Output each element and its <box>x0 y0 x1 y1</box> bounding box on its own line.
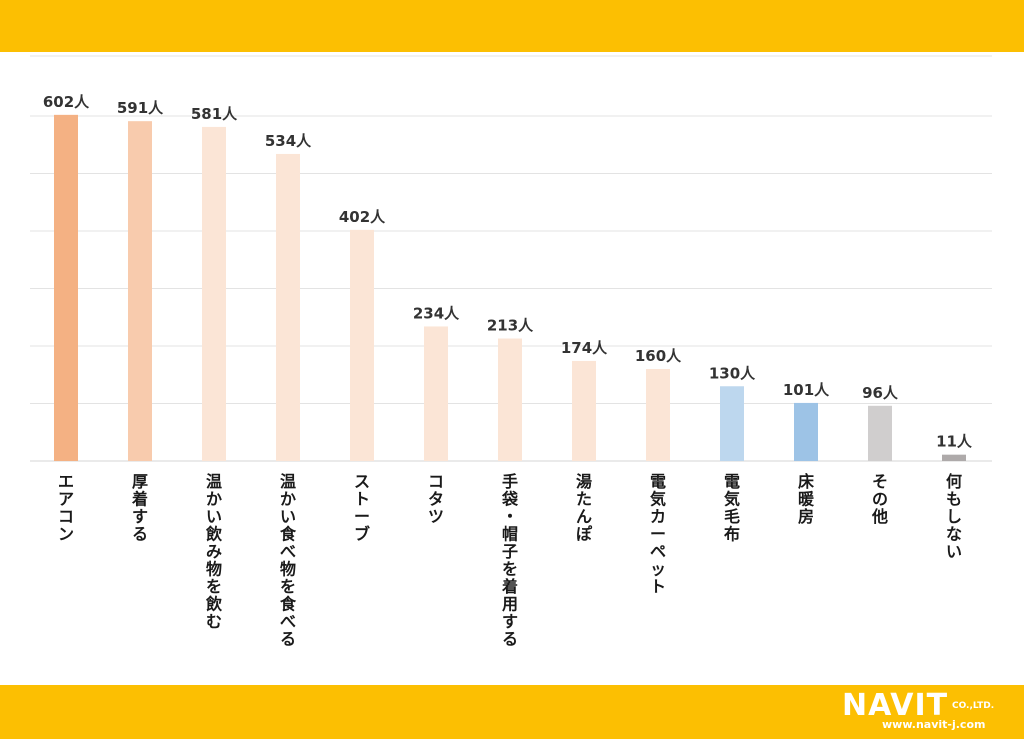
bar-13 <box>942 454 966 461</box>
bar-8 <box>572 360 596 461</box>
bar-1 <box>54 114 78 461</box>
bar-5 <box>350 229 374 461</box>
category-label-7: 手袋・帽子を着用する <box>501 472 519 649</box>
category-label-6: コタツ <box>428 472 444 526</box>
value-label-11: 101人 <box>783 381 830 399</box>
value-label-12: 96人 <box>862 384 899 402</box>
logo-name: NAVIT <box>842 688 949 723</box>
value-label-10: 130人 <box>709 364 756 382</box>
value-label-8: 174人 <box>561 339 608 357</box>
logo-url: www.navit-j.com <box>882 718 986 731</box>
bar-6 <box>424 326 448 461</box>
category-label-13: 何もしない <box>946 472 962 561</box>
category-label-5: ストーブ <box>354 472 370 544</box>
navit-logo: NAVIT CO.,LTD. www.navit-j.com <box>842 691 1014 733</box>
value-label-9: 160人 <box>635 347 682 365</box>
category-label-4: 温かい食べ物を食べる <box>279 472 297 649</box>
bar-7 <box>498 338 522 461</box>
bar-12 <box>868 405 892 461</box>
bar-2 <box>128 121 152 462</box>
value-label-6: 234人 <box>413 304 460 322</box>
value-label-2: 591人 <box>117 99 164 117</box>
value-label-13: 11人 <box>936 433 973 451</box>
value-label-3: 581人 <box>191 105 238 123</box>
category-label-9: 電気カーペット <box>650 472 666 596</box>
bar-4 <box>276 153 300 461</box>
category-label-10: 電気毛布 <box>724 472 740 544</box>
bar-9 <box>646 369 670 461</box>
value-label-5: 402人 <box>339 208 386 226</box>
bottom-band <box>0 685 1024 739</box>
category-label-1: エアコン <box>58 472 74 544</box>
logo-suffix: CO.,LTD. <box>952 701 995 711</box>
category-label-12: その他 <box>871 472 888 526</box>
value-label-1: 602人 <box>43 93 90 111</box>
value-label-7: 213人 <box>487 317 534 335</box>
top-band <box>0 0 1024 52</box>
bar-10 <box>720 386 744 461</box>
value-label-4: 534人 <box>265 132 312 150</box>
category-label-2: 厚着する <box>131 472 148 544</box>
category-label-8: 湯たんぽ <box>576 472 593 544</box>
category-label-11: 床暖房 <box>798 472 815 526</box>
category-label-3: 温かい飲み物を飲む <box>205 472 223 631</box>
bar-11 <box>794 402 818 461</box>
bar-3 <box>202 126 226 462</box>
